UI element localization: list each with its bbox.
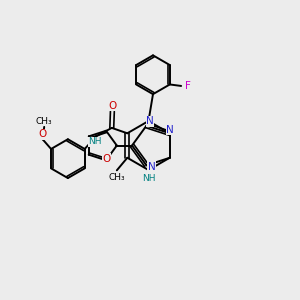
- Text: CH₃: CH₃: [36, 117, 52, 126]
- Text: CH₃: CH₃: [109, 173, 125, 182]
- Text: O: O: [103, 154, 111, 164]
- Text: O: O: [38, 129, 46, 139]
- Text: O: O: [108, 100, 116, 110]
- Text: N: N: [148, 162, 156, 172]
- Text: NH: NH: [88, 137, 101, 146]
- Text: N: N: [146, 116, 154, 126]
- Text: NH: NH: [142, 174, 155, 183]
- Text: N: N: [167, 125, 174, 135]
- Text: F: F: [185, 81, 191, 91]
